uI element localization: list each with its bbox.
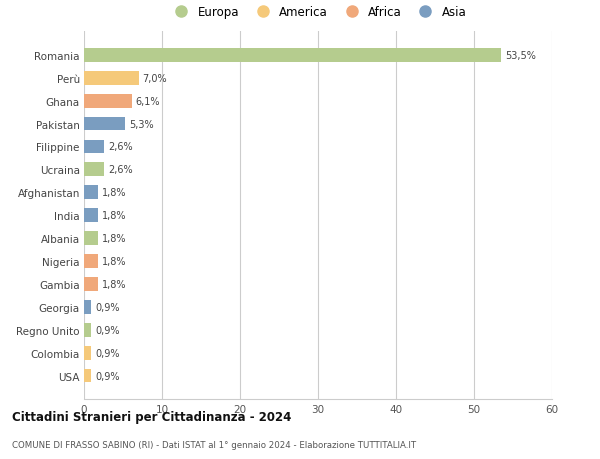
Text: 1,8%: 1,8% [102,280,127,289]
Text: 1,8%: 1,8% [102,211,127,221]
Text: 1,8%: 1,8% [102,234,127,244]
Bar [84,369,91,383]
Text: 0,9%: 0,9% [95,302,119,312]
Text: 7,0%: 7,0% [143,73,167,84]
Bar [84,209,98,223]
Text: 0,9%: 0,9% [95,325,119,335]
Bar [84,140,104,154]
Text: 6,1%: 6,1% [136,96,160,106]
Text: 53,5%: 53,5% [505,50,536,61]
Text: 5,3%: 5,3% [129,119,154,129]
Bar [84,49,502,62]
Text: 2,6%: 2,6% [108,165,133,175]
Bar [84,300,91,314]
Bar [84,163,104,177]
Bar [84,72,139,85]
Bar [84,323,91,337]
Text: 1,8%: 1,8% [102,257,127,266]
Text: 0,9%: 0,9% [95,348,119,358]
Bar [84,277,98,291]
Bar [84,118,125,131]
Bar [84,95,131,108]
Text: 1,8%: 1,8% [102,188,127,198]
Legend: Europa, America, Africa, Asia: Europa, America, Africa, Asia [164,1,472,24]
Text: COMUNE DI FRASSO SABINO (RI) - Dati ISTAT al 1° gennaio 2024 - Elaborazione TUTT: COMUNE DI FRASSO SABINO (RI) - Dati ISTA… [12,441,416,449]
Bar [84,186,98,200]
Text: 0,9%: 0,9% [95,371,119,381]
Bar [84,255,98,269]
Bar [84,346,91,360]
Text: 2,6%: 2,6% [108,142,133,152]
Bar [84,232,98,246]
Text: Cittadini Stranieri per Cittadinanza - 2024: Cittadini Stranieri per Cittadinanza - 2… [12,410,292,423]
